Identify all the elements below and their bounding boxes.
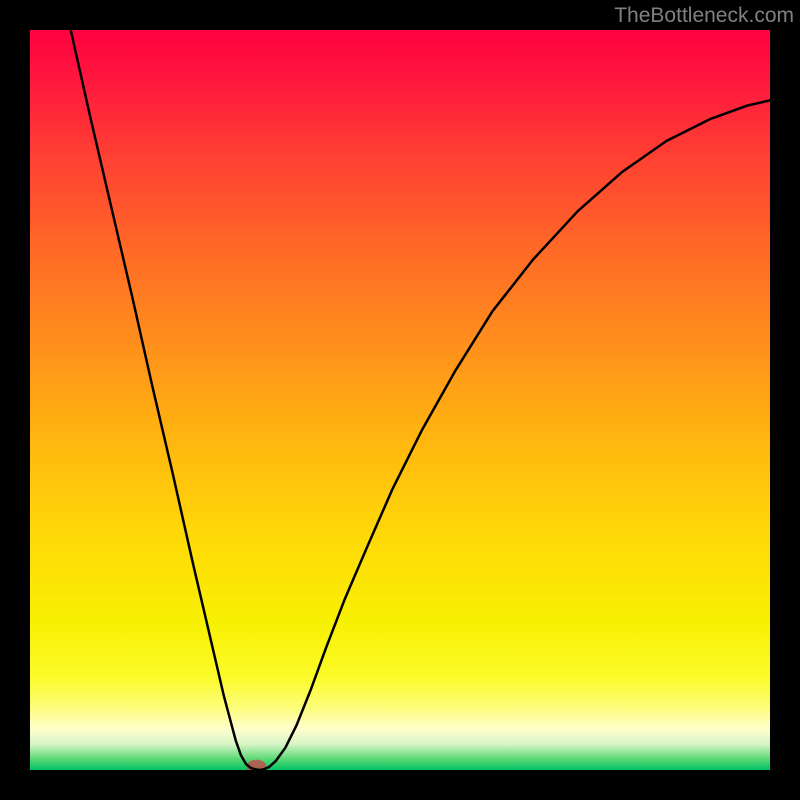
bottleneck-chart: TheBottleneck.com bbox=[0, 0, 800, 800]
watermark-text: TheBottleneck.com bbox=[614, 4, 794, 28]
chart-svg bbox=[0, 0, 800, 800]
gradient-plot-area bbox=[30, 30, 770, 770]
